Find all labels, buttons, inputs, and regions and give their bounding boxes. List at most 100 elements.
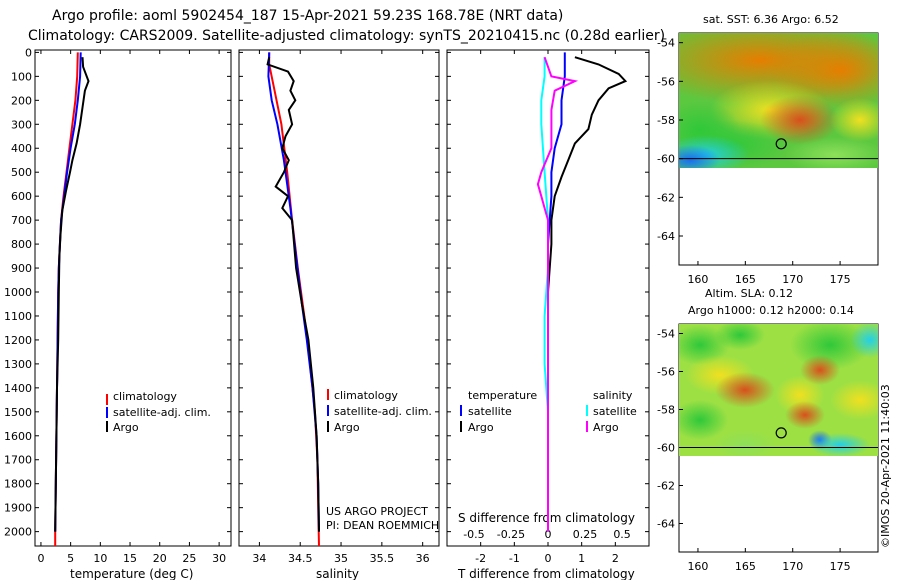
depth-tick-label: 0 <box>25 46 32 59</box>
sal-annotation-project: US ARGO PROJECT <box>326 505 428 518</box>
diff-xtick-label: -2 <box>475 552 486 565</box>
temp-xtick-label: 5 <box>67 552 74 565</box>
sla-ytick-label: -56 <box>657 366 675 379</box>
diff-xtick-label: 1 <box>578 552 585 565</box>
diff-s-tick-label: 0.25 <box>573 528 598 541</box>
salinity-xlabel: salinity <box>316 567 359 580</box>
diff-s-tick-label: -0.25 <box>497 528 525 541</box>
depth-tick-label: 1000 <box>4 286 32 299</box>
temp-xtick-label: 30 <box>212 552 226 565</box>
sal-xtick-label: 34.5 <box>288 552 313 565</box>
diff-xtick-label: -1 <box>509 552 520 565</box>
sst-xtick-label: 160 <box>687 273 708 286</box>
sal-xtick-label: 34 <box>252 552 266 565</box>
sst-ytick-label: -64 <box>657 230 675 243</box>
sst-map-title: sat. SST: 6.36 Argo: 6.52 <box>703 13 839 26</box>
diff-legend-temp-title: temperature <box>468 389 537 402</box>
sla-map-title: Altim. SLA: 0.12 <box>705 287 793 300</box>
sal-legend-argo: Argo <box>334 421 360 434</box>
sal-xtick-label: 36 <box>416 552 430 565</box>
sal-series-satellite-adj-clim- <box>267 52 320 532</box>
temp-xtick-label: 10 <box>93 552 107 565</box>
sst-map-image <box>679 33 878 168</box>
temp-legend-satellite: satellite-adj. clim. <box>113 406 211 419</box>
depth-tick-label: 200 <box>11 94 32 107</box>
depth-tick-label: 1200 <box>4 334 32 347</box>
imos-credit: ©IMOS 20-Apr-2021 11:40:03 <box>879 384 892 548</box>
header-line1: Argo profile: aoml 5902454_187 15-Apr-20… <box>52 8 563 24</box>
sal-legend-climatology: climatology <box>334 389 398 402</box>
diff-s-tick-label: 0 <box>545 528 552 541</box>
sst-xtick-label: 170 <box>782 273 803 286</box>
temp-series-argo <box>54 57 90 532</box>
depth-tick-label: 2000 <box>4 526 32 539</box>
sal-xtick-label: 35.5 <box>370 552 395 565</box>
depth-tick-label: 1500 <box>4 406 32 419</box>
temp-xtick-label: 20 <box>153 552 167 565</box>
temperature-frame <box>34 49 232 547</box>
diff-series-s-satellite <box>540 57 549 532</box>
depth-tick-label: 1400 <box>4 382 32 395</box>
temp-xtick-label: 15 <box>123 552 137 565</box>
temp-legend-argo: Argo <box>113 421 139 434</box>
diff-s-tick-label: 0.5 <box>613 528 631 541</box>
diff-series-s-argo <box>536 56 579 532</box>
depth-tick-label: 1900 <box>4 502 32 515</box>
sal-series-climatology <box>268 52 320 547</box>
sst-map-float-marker <box>775 138 787 150</box>
difference-xlabel-s: S difference from climatology <box>458 511 635 525</box>
sal-xtick-label: 35 <box>334 552 348 565</box>
sla-xtick-label: 160 <box>687 560 708 573</box>
sst-ytick-label: -54 <box>657 37 675 50</box>
sal-annotation-pi: PI: DEAN ROEMMICH <box>326 519 439 532</box>
sst-ytick-label: -60 <box>657 153 675 166</box>
depth-tick-label: 300 <box>11 118 32 131</box>
sla-map-panel: Altim. SLA: 0.12 Argo h1000: 0.12 h2000:… <box>657 287 879 573</box>
depth-tick-label: 900 <box>11 262 32 275</box>
sla-ytick-label: -60 <box>657 442 675 455</box>
sst-ytick-label: -58 <box>657 114 675 127</box>
sla-ytick-label: -64 <box>657 518 675 531</box>
depth-tick-label: 1800 <box>4 478 32 491</box>
sst-ytick-label: -62 <box>657 191 675 204</box>
sst-xtick-label: 175 <box>830 273 851 286</box>
depth-tick-label: 1600 <box>4 430 32 443</box>
difference-xlabel-t: T difference from climatology <box>457 567 635 580</box>
sst-xtick-label: 165 <box>735 273 756 286</box>
sla-map-subtitle: Argo h1000: 0.12 h2000: 0.14 <box>688 304 854 317</box>
salinity-frame <box>238 49 440 547</box>
diff-xtick-label: 0 <box>545 552 552 565</box>
sla-map-image <box>679 324 878 456</box>
sla-ytick-label: -58 <box>657 404 675 417</box>
depth-tick-label: 1300 <box>4 358 32 371</box>
sal-series-argo <box>266 56 320 532</box>
diff-legend-s-argo: Argo <box>593 421 619 434</box>
depth-tick-label: 500 <box>11 166 32 179</box>
diff-s-tick-label: -0.5 <box>463 528 484 541</box>
temp-legend-climatology: climatology <box>113 390 177 403</box>
diff-legend-t-satellite: satellite <box>468 405 512 418</box>
depth-tick-label: 1100 <box>4 310 32 323</box>
depth-tick-label: 700 <box>11 214 32 227</box>
temperature-xlabel: temperature (deg C) <box>70 567 193 580</box>
temperature-panel: temperature (deg C) climatology satellit… <box>4 46 232 580</box>
sla-xtick-label: 175 <box>830 560 851 573</box>
sla-xtick-label: 170 <box>782 560 803 573</box>
diff-legend-t-argo: Argo <box>468 421 494 434</box>
depth-tick-label: 400 <box>11 142 32 155</box>
sla-ytick-label: -62 <box>657 480 675 493</box>
header-line2: Climatology: CARS2009. Satellite-adjuste… <box>28 28 665 44</box>
temp-xtick-label: 25 <box>182 552 196 565</box>
diff-legend-sal-title: salinity <box>593 389 633 402</box>
depth-tick-label: 1700 <box>4 454 32 467</box>
depth-tick-label: 800 <box>11 238 32 251</box>
sla-ytick-label: -54 <box>657 328 675 341</box>
depth-tick-label: 100 <box>11 70 32 83</box>
difference-panel: T difference from climatology S differen… <box>446 49 650 580</box>
sla-map-float-marker <box>775 427 787 439</box>
sst-ytick-label: -56 <box>657 75 675 88</box>
salinity-panel: salinity climatology satellite-adj. clim… <box>238 49 440 580</box>
depth-tick-label: 600 <box>11 190 32 203</box>
sst-map-panel: sat. SST: 6.36 Argo: 6.52 -54 -56 -58 -60 -6… <box>657 13 879 286</box>
